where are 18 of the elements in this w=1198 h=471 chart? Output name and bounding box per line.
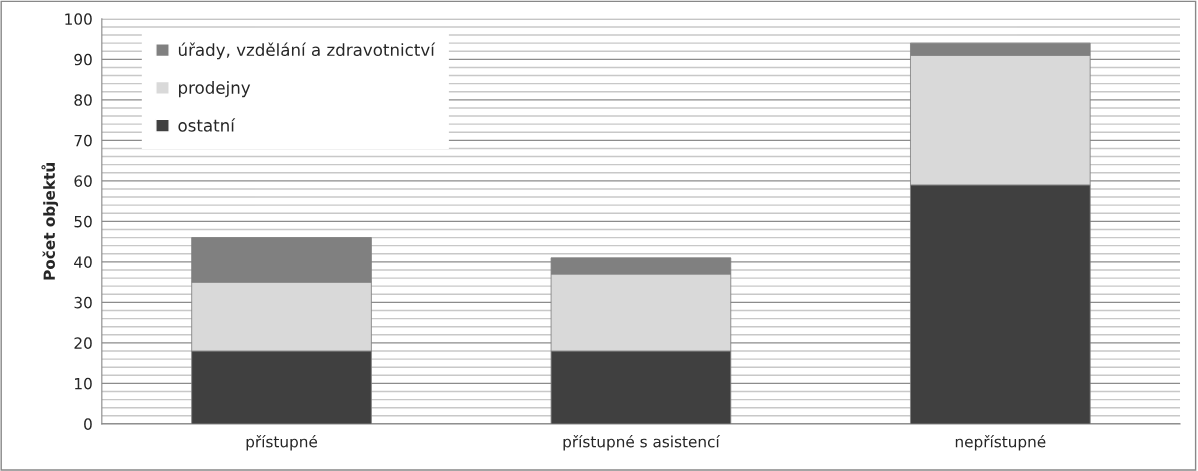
y-tick-label: 20: [74, 337, 92, 349]
x-tick-label: přístupné s asistencí: [563, 435, 721, 451]
y-tick-label: 30: [74, 296, 92, 309]
legend-label: ostatní: [178, 118, 236, 132]
y-tick-label: 70: [74, 134, 92, 147]
x-tick-label: přístupné: [246, 435, 318, 451]
legend-label: úřady, vzdělání a zdravotnictví: [178, 42, 436, 60]
y-tick-label: 10: [75, 377, 92, 390]
y-tick-label: 60: [74, 175, 92, 187]
y-tick-label: 100: [65, 13, 92, 25]
x-tick-label: nepřístupné: [955, 435, 1046, 451]
y-tick-label: 80: [74, 94, 92, 106]
y-tick-label: 0: [84, 418, 92, 430]
y-axis-title: Počet objektů: [41, 163, 59, 280]
y-tick-label: 90: [74, 53, 92, 66]
legend-label: prodejny: [179, 81, 251, 98]
y-tick-label: 50: [74, 215, 92, 228]
y-tick-label: 40: [74, 256, 92, 268]
